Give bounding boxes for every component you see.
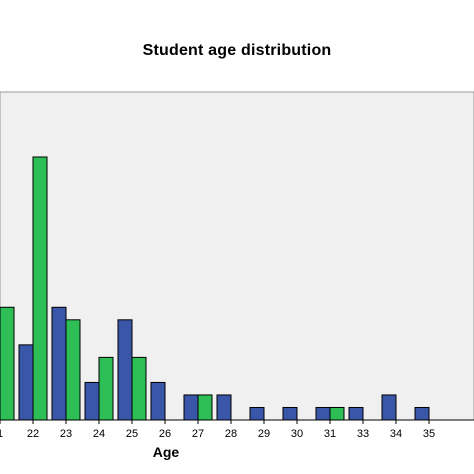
x-tick-label-31: 31 <box>324 428 336 440</box>
bar-31-series-2 <box>329 406 345 421</box>
bar-25-series-1 <box>117 319 133 421</box>
bar-24-series-1 <box>84 381 100 421</box>
bar-31-series-1 <box>315 406 331 421</box>
bar-27-series-2 <box>197 394 213 421</box>
x-tick-label-25: 25 <box>126 428 138 440</box>
bar-26-series-1 <box>150 381 166 421</box>
x-tick-label-33: 33 <box>357 428 369 440</box>
x-tick-label-26: 26 <box>159 428 171 440</box>
bar-28-series-1 <box>216 394 232 421</box>
bar-29-series-1 <box>249 406 265 421</box>
x-tick-label-35: 35 <box>423 428 435 440</box>
bar-34-series-1 <box>381 394 397 421</box>
bar-23-series-2 <box>65 319 81 421</box>
bar-22-series-1 <box>18 344 34 421</box>
x-tick-label-29: 29 <box>258 428 270 440</box>
bar-24-series-2 <box>98 356 114 421</box>
bar-25-series-2 <box>131 356 147 421</box>
x-tick-label-22: 22 <box>27 428 39 440</box>
x-tick-label-28: 28 <box>225 428 237 440</box>
x-ticks-group: 1 22 23 24 25 26 27 28 29 30 31 33 34 35 <box>0 420 435 440</box>
x-tick-label-21: 1 <box>0 428 3 440</box>
bar-21-series-2 <box>0 306 15 421</box>
x-tick-label-30: 30 <box>291 428 303 440</box>
chart-title: Student age distribution <box>142 42 332 59</box>
bar-33-series-1 <box>348 406 364 421</box>
x-tick-label-27: 27 <box>192 428 204 440</box>
bar-22-series-2 <box>32 156 48 421</box>
x-tick-label-34: 34 <box>390 428 402 440</box>
x-tick-label-23: 23 <box>60 428 72 440</box>
bar-35-series-1 <box>414 406 430 421</box>
x-axis-label: Age <box>153 444 180 460</box>
bar-23-series-1 <box>51 306 67 421</box>
bar-27-series-1 <box>183 394 199 421</box>
bar-30-series-1 <box>282 406 298 421</box>
x-tick-label-24: 24 <box>93 428 105 440</box>
